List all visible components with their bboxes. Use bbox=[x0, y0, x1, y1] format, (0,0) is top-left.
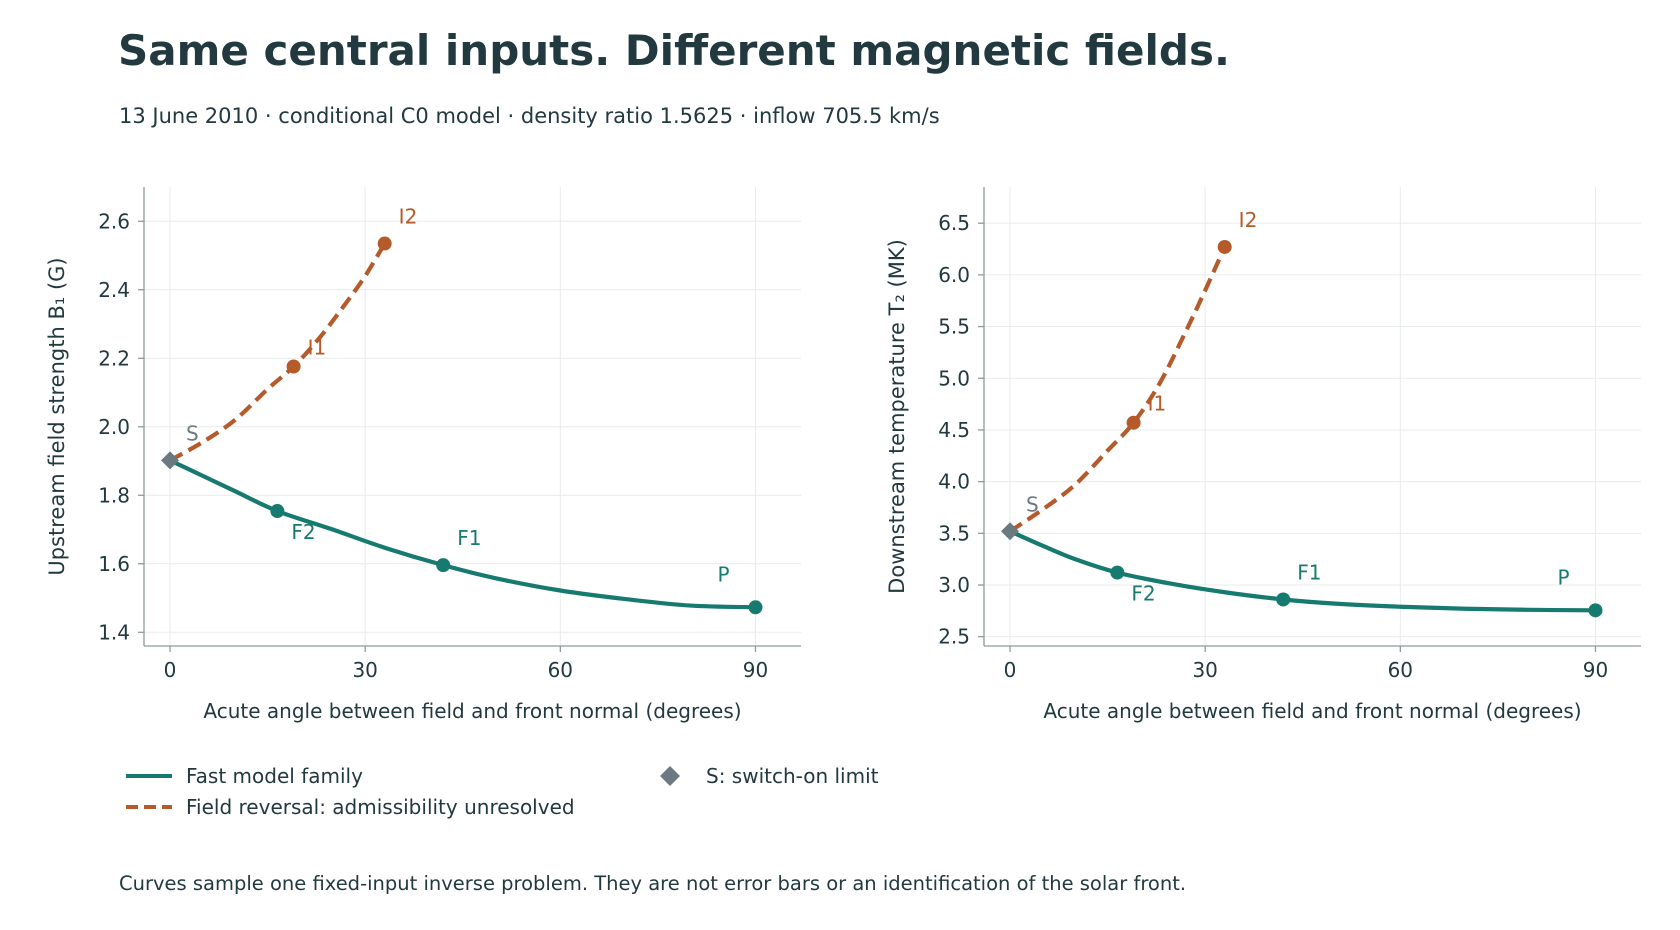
legend-swatch-reversal bbox=[126, 805, 172, 809]
legend: Fast model family Field reversal: admiss… bbox=[124, 762, 1124, 832]
chart-panel-2: 0 30 60 90 2.5 3.0 3.5 4.0 4.5 5.0 5.5 6.0 6.5 Acute … bbox=[885, 187, 1641, 723]
x-tick-label: 90 bbox=[743, 658, 768, 682]
point-label-I2: I2 bbox=[399, 205, 418, 229]
legend-swatch-fast bbox=[126, 774, 172, 778]
series-line-reversal bbox=[1008, 246, 1227, 533]
y-tick-label: 5.0 bbox=[938, 366, 970, 390]
point-marker-P bbox=[1588, 603, 1603, 618]
legend-label-reversal: Field reversal: admissibility unresolved bbox=[186, 795, 575, 819]
y-tick-label: 2.6 bbox=[98, 209, 130, 233]
series-line-fast bbox=[169, 458, 756, 610]
y-tick-label: 3.0 bbox=[938, 573, 970, 597]
point-marker-S bbox=[161, 451, 180, 470]
point-label-I2: I2 bbox=[1239, 208, 1258, 232]
series-line-fast bbox=[1009, 529, 1596, 613]
x-tick-label: 30 bbox=[1192, 658, 1217, 682]
y-tick-label: 6.0 bbox=[938, 263, 970, 287]
x-axis-label: Acute angle between field and front norm… bbox=[203, 699, 741, 723]
y-tick-label: 4.0 bbox=[938, 470, 970, 494]
legend-item-reversal: Field reversal: admissibility unresolved bbox=[124, 793, 684, 821]
x-tick-label: 0 bbox=[1004, 658, 1017, 682]
y-tick-label: 1.6 bbox=[98, 552, 130, 576]
x-tick-label: 30 bbox=[352, 658, 377, 682]
point-marker-F2 bbox=[270, 504, 285, 519]
legend-label-fast: Fast model family bbox=[186, 764, 363, 788]
y-tick-label: 1.8 bbox=[98, 483, 130, 507]
y-axis-label: Downstream temperature T₂ (MK) bbox=[885, 239, 909, 594]
x-tick-label: 60 bbox=[1388, 658, 1413, 682]
point-label-P: P bbox=[1557, 565, 1569, 589]
chart-panel-1: 0 30 60 90 1.4 1.6 1.8 2.0 2.2 2.4 2.6 Acute angle … bbox=[45, 187, 801, 723]
chart-title: Same central inputs. Different magnetic … bbox=[118, 26, 1230, 75]
y-tick-label: 4.5 bbox=[938, 418, 970, 442]
legend-item-fast: Fast model family bbox=[124, 762, 624, 790]
point-marker-I2 bbox=[377, 236, 392, 251]
x-tick-label: 60 bbox=[548, 658, 573, 682]
point-marker-S bbox=[1001, 522, 1020, 541]
x-tick-label: 90 bbox=[1583, 658, 1608, 682]
point-label-F2: F2 bbox=[1131, 582, 1155, 606]
point-marker-F1 bbox=[1276, 592, 1291, 607]
y-tick-label: 3.5 bbox=[938, 521, 970, 545]
footnote: Curves sample one fixed-input inverse pr… bbox=[119, 872, 1187, 895]
y-axis-label: Upstream field strength B₁ (G) bbox=[45, 257, 69, 575]
point-label-F2: F2 bbox=[291, 520, 315, 544]
point-label-P: P bbox=[717, 562, 729, 586]
y-tick-label: 2.4 bbox=[98, 278, 130, 302]
y-tick-label: 5.5 bbox=[938, 315, 970, 339]
y-tick-label: 6.5 bbox=[938, 211, 970, 235]
point-label-I1: I1 bbox=[1148, 392, 1167, 416]
diamond-icon bbox=[660, 766, 680, 786]
y-tick-label: 2.0 bbox=[98, 415, 130, 439]
y-tick-label: 1.4 bbox=[98, 620, 130, 644]
point-label-I1: I1 bbox=[308, 335, 327, 359]
point-marker-F2 bbox=[1110, 565, 1125, 580]
point-label-F1: F1 bbox=[457, 526, 481, 550]
point-label-F1: F1 bbox=[1297, 560, 1321, 584]
y-tick-label: 2.2 bbox=[98, 346, 130, 370]
point-label-S: S bbox=[186, 421, 199, 445]
y-tick-label: 2.5 bbox=[938, 625, 970, 649]
point-label-S: S bbox=[1026, 492, 1039, 516]
x-tick-label: 0 bbox=[164, 658, 177, 682]
point-marker-I2 bbox=[1217, 239, 1232, 254]
series-line-reversal bbox=[168, 242, 387, 463]
point-marker-F1 bbox=[436, 558, 451, 573]
point-marker-I1 bbox=[1126, 415, 1141, 430]
chart-subtitle: 13 June 2010 · conditional C0 model · de… bbox=[119, 104, 940, 128]
point-marker-P bbox=[748, 600, 763, 615]
legend-item-switch-on: S: switch-on limit bbox=[644, 762, 964, 790]
point-marker-I1 bbox=[286, 359, 301, 374]
x-axis-label: Acute angle between field and front norm… bbox=[1043, 699, 1581, 723]
legend-label-switch-on: S: switch-on limit bbox=[706, 764, 879, 788]
